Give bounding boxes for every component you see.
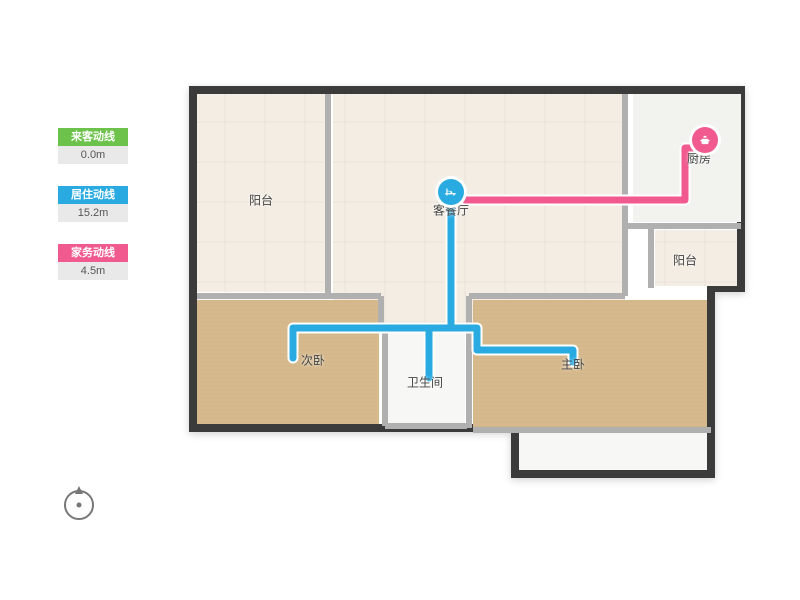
legend-value-housework: 4.5m	[58, 262, 128, 280]
bed-icon	[438, 179, 464, 205]
label-bathroom: 卫生间	[407, 374, 443, 391]
canvas: 来客动线 0.0m 居住动线 15.2m 家务动线 4.5m	[0, 0, 800, 600]
room-balcony-bottom	[519, 432, 707, 470]
legend-swatch-housework: 家务动线	[58, 244, 128, 262]
label-master-bedroom: 主卧	[561, 356, 585, 373]
floorplan-svg	[185, 82, 750, 482]
label-balcony-right: 阳台	[673, 252, 697, 269]
legend-item-housework: 家务动线 4.5m	[58, 244, 128, 280]
room-master-bedroom	[473, 300, 707, 428]
legend: 来客动线 0.0m 居住动线 15.2m 家务动线 4.5m	[58, 128, 128, 302]
label-second-bedroom: 次卧	[301, 352, 325, 369]
legend-value-guest: 0.0m	[58, 146, 128, 164]
compass-icon	[64, 490, 94, 520]
pot-icon	[692, 127, 718, 153]
floorplan: 阳台 客餐厅 厨房 阳台 次卧 卫生间 主卧	[185, 82, 750, 482]
legend-swatch-residence: 居住动线	[58, 186, 128, 204]
legend-value-residence: 15.2m	[58, 204, 128, 222]
legend-item-residence: 居住动线 15.2m	[58, 186, 128, 222]
room-second-bedroom	[197, 300, 379, 424]
legend-swatch-guest: 来客动线	[58, 128, 128, 146]
legend-item-guest: 来客动线 0.0m	[58, 128, 128, 164]
label-balcony-left: 阳台	[249, 192, 273, 209]
room-living-dining	[333, 94, 625, 326]
